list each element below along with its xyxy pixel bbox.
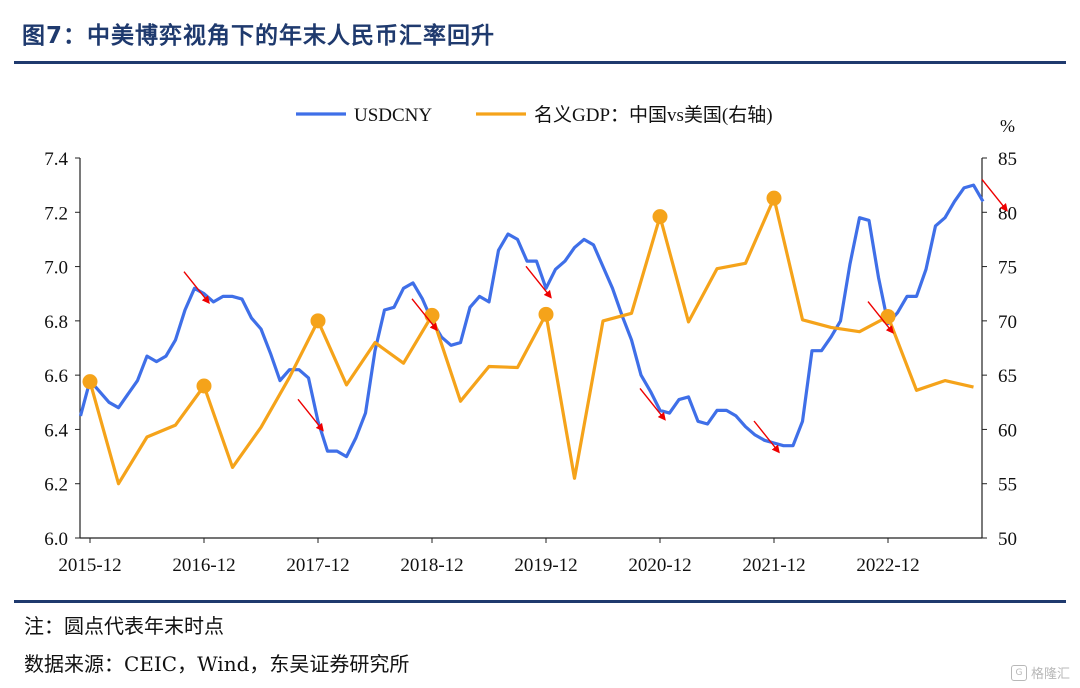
year-end-marker	[310, 313, 326, 329]
y-right-tick-label: 80	[998, 203, 1017, 224]
red-arrow	[411, 298, 438, 332]
figure-title: 图7：中美博弈视角下的年末人民币汇率回升	[22, 23, 496, 49]
year-end-marker	[196, 378, 212, 394]
red-arrow	[981, 178, 1008, 212]
year-end-marker	[766, 190, 782, 206]
y-right-tick-label: 55	[998, 475, 1017, 496]
y-left-tick-label: 6.0	[44, 529, 68, 550]
x-tick-label: 2018-12	[400, 555, 463, 576]
red-arrow	[639, 387, 666, 421]
y-right-tick-label: 85	[998, 149, 1017, 170]
year-end-marker	[82, 374, 98, 390]
chart-legend: USDCNY 名义GDP：中国vs美国(右轴)	[296, 104, 773, 126]
x-tick-label: 2017-12	[286, 555, 349, 576]
series-usdcny-line	[78, 183, 985, 459]
bottom-rule	[14, 600, 1066, 603]
red-arrow	[525, 265, 552, 299]
watermark-logo-icon: G	[1010, 664, 1027, 681]
x-tick-label: 2021-12	[742, 555, 805, 576]
x-tick-label: 2016-12	[172, 555, 235, 576]
red-arrow	[183, 271, 210, 305]
year-end-marker	[538, 306, 554, 322]
y-right-tick-label: 65	[998, 366, 1017, 387]
red-arrow	[753, 420, 780, 454]
year-end-marker	[880, 309, 896, 325]
red-arrow	[867, 301, 894, 334]
y-left-tick-label: 6.6	[44, 366, 68, 387]
watermark-text: 格隆汇	[1030, 667, 1070, 682]
y-right-unit: %	[1000, 116, 1015, 136]
legend-usdcny-label: USDCNY	[354, 105, 432, 126]
y-right-tick-label: 60	[998, 420, 1017, 441]
year-end-marker	[424, 307, 440, 323]
series-gdp-line	[88, 196, 974, 486]
legend-gdp-label: 名义GDP：中国vs美国(右轴)	[534, 104, 773, 126]
x-tick-label: 2019-12	[514, 555, 577, 576]
y-right-tick-label: 70	[998, 312, 1017, 333]
watermark: G 格隆汇	[1010, 663, 1070, 682]
y-left-tick-label: 7.0	[44, 258, 68, 279]
y-left-tick-label: 6.4	[44, 420, 68, 441]
y-right-tick-label: 50	[998, 529, 1017, 550]
data-source: 数据来源：CEIC，Wind，东吴证券研究所	[24, 652, 410, 676]
line-chart: 6.0 6.2 6.4 6.6 6.8 7.0 7.2 7.4 50 55 60 65 70 75 80 85…	[44, 104, 1017, 576]
red-arrow	[297, 398, 324, 432]
top-rule	[14, 61, 1066, 64]
x-tick-label: 2015-12	[58, 555, 121, 576]
y-left-tick-label: 6.8	[44, 312, 68, 333]
y-left-tick-label: 7.4	[44, 149, 68, 170]
x-tick-label: 2022-12	[856, 555, 919, 576]
y-left-tick-label: 6.2	[44, 475, 68, 496]
year-end-marker	[652, 209, 668, 225]
chart-note: 注：圆点代表年末时点	[24, 614, 224, 638]
x-tick-label: 2020-12	[628, 555, 691, 576]
y-left-tick-label: 7.2	[44, 203, 68, 224]
y-right-tick-label: 75	[998, 258, 1017, 279]
